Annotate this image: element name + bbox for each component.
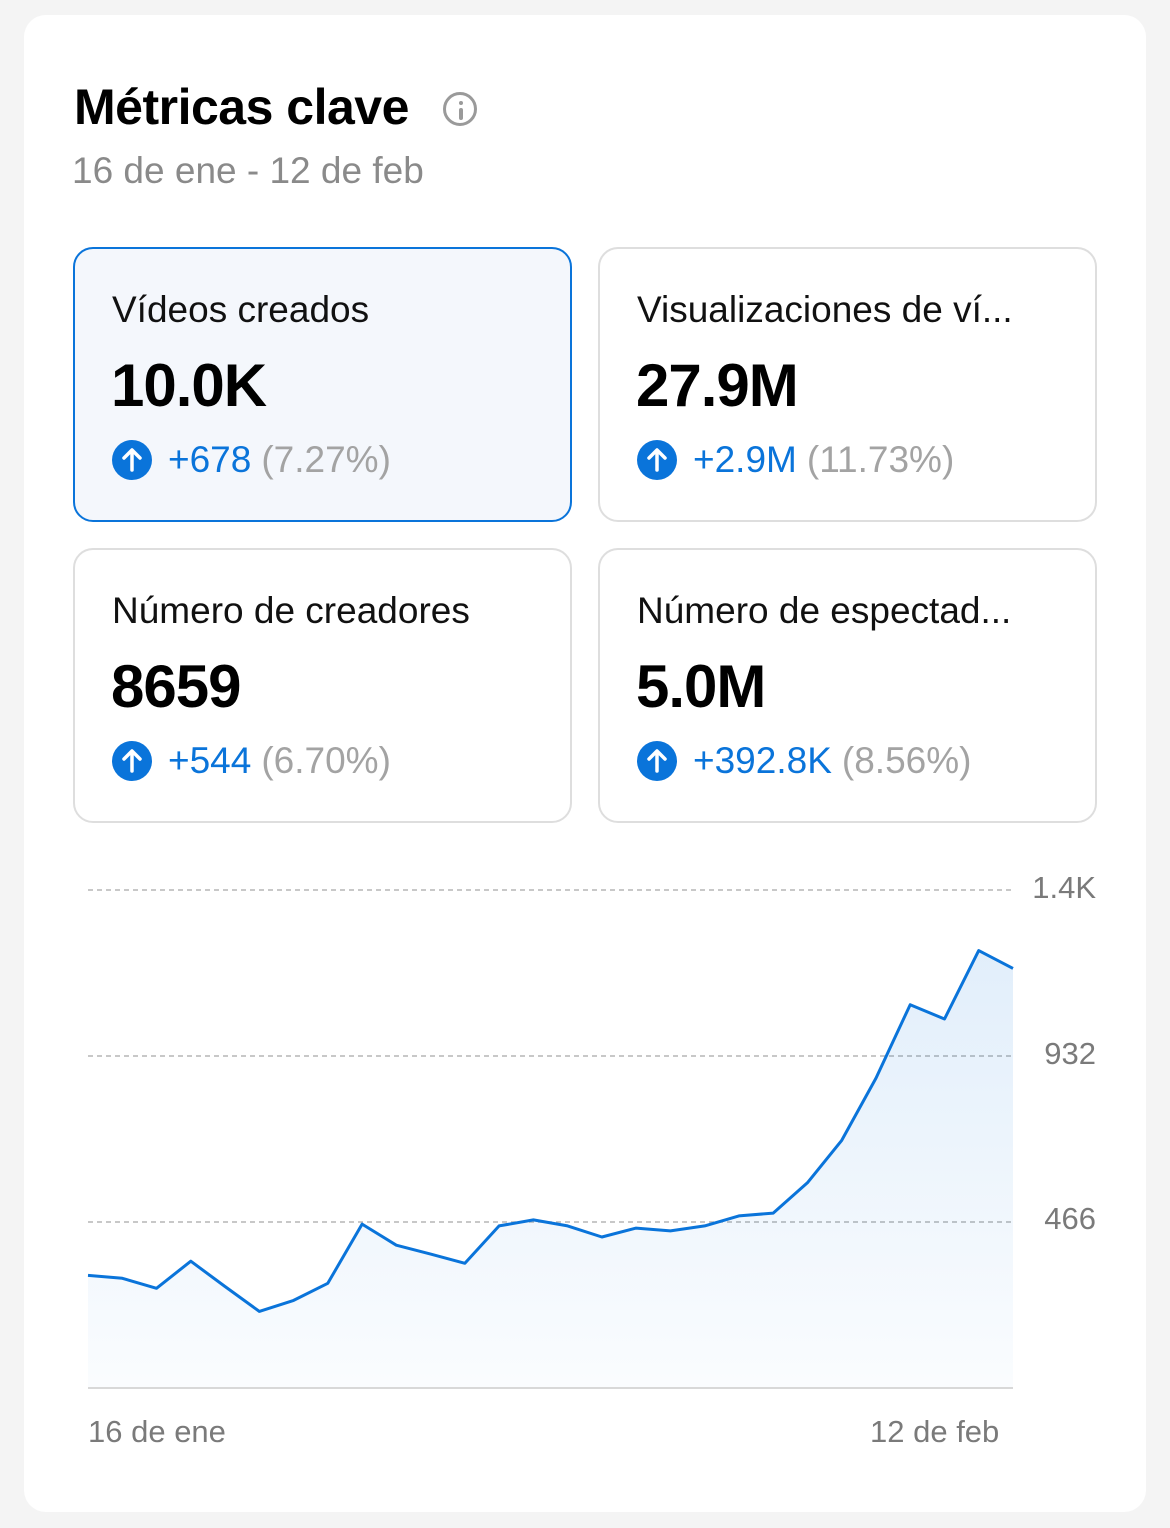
metric-card-video-views[interactable]: Visualizaciones de ví... 27.9M +2.9M (11.… <box>598 247 1097 522</box>
arrow-up-icon <box>112 741 152 781</box>
info-icon[interactable] <box>443 92 477 126</box>
x-tick-label-start: 16 de ene <box>88 1414 226 1449</box>
metric-value: 8659 <box>111 653 241 720</box>
metric-percent: (7.27%) <box>261 439 391 480</box>
metric-card-viewers[interactable]: Número de espectad... 5.0M +392.8K (8.56%… <box>598 548 1097 823</box>
y-tick-label: 466 <box>1044 1201 1096 1236</box>
date-range: 16 de ene - 12 de feb <box>72 150 424 191</box>
chart-area-fill <box>88 950 1013 1388</box>
x-tick-label-end: 12 de feb <box>870 1414 1000 1449</box>
y-tick-label: 1.4K <box>1032 870 1096 905</box>
metric-delta: +544 <box>168 740 252 781</box>
metric-delta: +678 <box>168 439 252 480</box>
metric-card-videos-created[interactable]: Vídeos creados 10.0K +678 (7.27%) <box>73 247 572 522</box>
metric-value: 10.0K <box>111 352 267 419</box>
arrow-up-icon <box>112 440 152 480</box>
arrow-up-icon <box>637 741 677 781</box>
arrow-up-icon <box>637 440 677 480</box>
metric-value: 27.9M <box>636 352 799 419</box>
metric-percent: (8.56%) <box>841 740 972 781</box>
chart-series-line <box>87 949 1014 1313</box>
metric-value: 5.0M <box>636 653 766 720</box>
metric-delta: +392.8K <box>693 740 832 781</box>
page-title: Métricas clave <box>74 79 409 135</box>
y-tick-label: 932 <box>1044 1036 1096 1071</box>
metric-delta: +2.9M <box>693 439 797 480</box>
metric-percent: (6.70%) <box>261 740 391 781</box>
metric-percent: (11.73%) <box>806 439 955 480</box>
metric-card-creators[interactable]: Número de creadores 8659 +544 (6.70%) <box>73 548 572 823</box>
